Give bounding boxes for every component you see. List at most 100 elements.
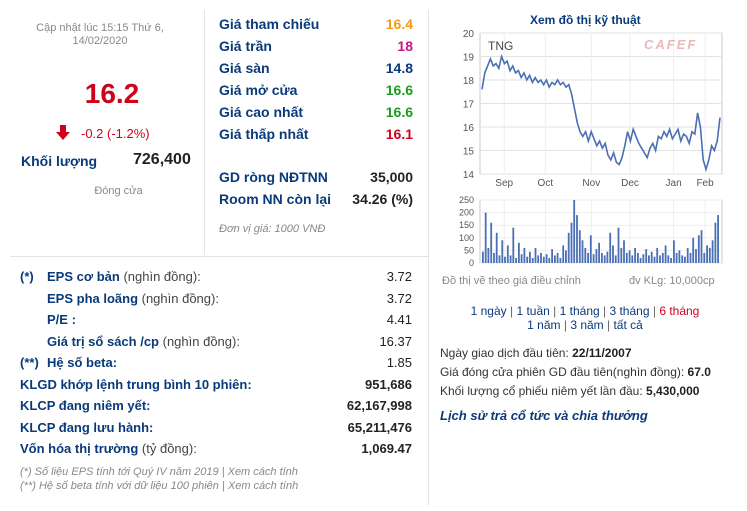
volume-bar [520,254,523,263]
price-row-value: 16.1 [385,126,413,142]
volume-label: Khối lượng [21,153,98,169]
volume-bar [625,252,628,263]
fundamental-row: (*) EPS cơ bản (nghìn đồng): 3.72 [20,269,412,290]
trading-status: Đóng cửa [94,185,143,197]
volume-bar [490,222,493,263]
price-row-value: 14.8 [385,60,413,76]
foreign-row: Room NN còn lại 34.26 (%) [219,191,413,213]
volume-bar [689,252,692,263]
fundamental-label: Giá trị sổ sách /cp [47,333,159,349]
volume-bar [545,254,548,263]
price-row-label: Giá thấp nhất [219,126,309,142]
volume-bar [617,227,620,263]
volume-bar [567,232,570,263]
fundamental-label: KLCP đang lưu hành: [20,419,154,435]
volume-bar [601,252,603,263]
month-tick-label: Oct [538,178,554,189]
fundamental-value: 16.37 [379,333,412,349]
volume-bar [523,247,526,263]
price-row-label: Giá cao nhất [219,104,304,120]
fundamental-unit: (nghìn đồng): [159,333,240,349]
beta-note: (**) Hệ số beta tính với dữ liệu 100 phi… [20,480,299,492]
foreign-row-value: 34.26 (%) [352,191,413,207]
fundamental-value: 3.72 [386,269,412,284]
volume-bar [512,227,515,263]
chart-title[interactable]: Xem đồ thị kỹ thuật [530,13,641,27]
volume-bar [515,258,517,263]
fundamental-value: 3.72 [386,290,412,306]
volume-bar [592,254,595,263]
range-separator: | [560,318,571,332]
price-row: Giá thấp nhất 16.1 [219,126,413,148]
fundamental-value: 65,211,476 [347,419,412,435]
price-row: Giá mở cửa 16.6 [219,82,413,104]
volume-bar [598,242,600,263]
range-option[interactable]: 1 năm [527,318,561,332]
volume-bar [606,251,609,263]
volume-tick-label: 100 [459,233,474,243]
price-row-value: 18 [397,38,413,54]
volume-bar [562,245,565,263]
price-row-value: 16.6 [385,82,413,98]
range-separator: | [506,304,517,318]
range-option[interactable]: 1 tháng [559,304,600,318]
fundamental-unit: (nghìn đồng): [138,290,219,306]
price-tick-label: 20 [463,29,475,40]
volume-value: 726,400 [133,151,191,168]
fundamental-label: Hệ số beta: [47,355,118,370]
range-option[interactable]: 1 ngày [470,304,507,318]
fundamental-label-wrap: Hệ số beta: [47,355,117,370]
updated-label: Cập nhật lúc 15:15 Thứ 6, [36,22,164,34]
cafef-watermark: CAFEF [644,37,697,52]
dividend-history-link[interactable]: Lịch sử trả cổ tức và chia thưởng [440,408,648,423]
range-option[interactable]: 6 tháng [659,304,700,318]
range-option[interactable]: 1 tuần [516,304,550,318]
volume-bar [681,255,684,263]
volume-bar [573,200,576,263]
volume-bar [609,232,612,263]
volume-bar [595,249,598,263]
volume-bar [631,255,634,263]
fundamental-label-wrap: P/E : [47,312,76,327]
volume-bar [484,212,487,263]
volume-bar [603,255,606,263]
volume-bar [518,242,520,263]
volume-bar [714,222,717,263]
fundamental-prefix: (**) [20,355,39,370]
technical-chart[interactable]: 20 19 18 17 16 15 14 Sep Oct Nov Dec Jan Feb 250 200 15… [440,26,730,274]
divider-horizontal [10,256,428,257]
range-option[interactable]: 3 năm [570,318,604,332]
fundamental-row: KLCP đang niêm yết: 62,167,998 [20,398,412,419]
volume-bar [695,249,697,263]
volume-bar [675,252,678,263]
volume-tick-label: 50 [464,245,474,255]
volume-tick-label: 0 [469,258,474,268]
range-option[interactable]: 3 tháng [609,304,650,318]
foreign-row: GD ròng NĐTNN 35,000 [219,169,413,191]
volume-bar [692,237,695,263]
chart-ticker: TNG [488,39,513,53]
range-option[interactable]: tất cả [613,318,643,332]
volume-bar [559,258,562,263]
fundamental-label: KLGD khớp lệnh trung bình 10 phiên: [20,376,252,392]
fundamental-label-wrap: KLCP đang lưu hành: [20,420,153,435]
volume-bar [664,245,667,263]
volume-bar [506,245,509,263]
fundamental-label-wrap: Vốn hóa thị trường (tỷ đồng): [20,441,197,456]
current-price: 16.2 [84,78,140,109]
fundamental-value: 62,167,998 [346,398,412,413]
price-row: Giá sàn 14.8 [219,60,413,82]
listing-info-value: 22/11/2007 [572,346,632,360]
price-line [481,53,721,173]
fundamental-label-wrap: KLCP đang niêm yết: [20,398,151,413]
range-separator: | [603,318,614,332]
volume-bar [487,247,490,263]
price-unit-note: Đơn vị giá: 1000 VNĐ [219,223,326,235]
price-tick-label: 19 [463,53,475,64]
fundamental-prefix: (*) [20,269,34,284]
fundamental-row: (**) Hệ số beta: 1.85 [20,355,412,376]
month-tick-label: Jan [666,178,682,189]
volume-tick-label: 200 [459,208,474,218]
volume-bar [570,222,573,263]
volume-bar [565,250,567,263]
